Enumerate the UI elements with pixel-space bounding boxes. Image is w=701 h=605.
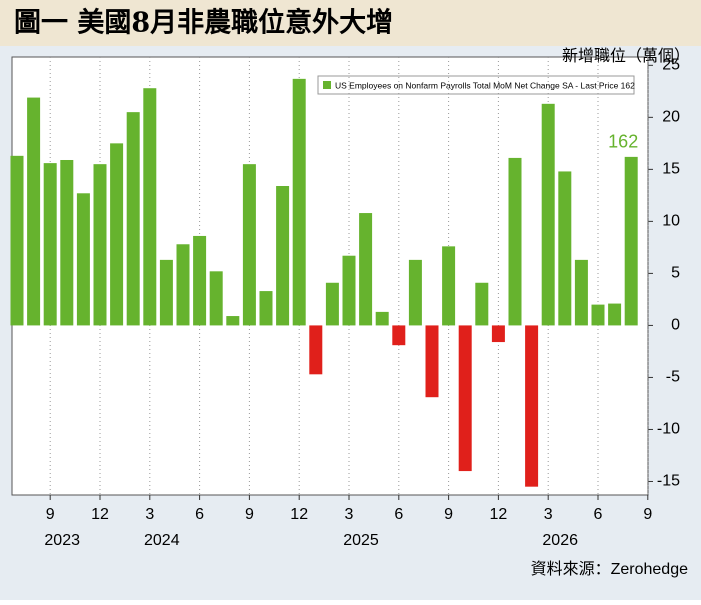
legend-swatch xyxy=(323,81,331,89)
x-tick-label: 9 xyxy=(643,506,652,523)
bar xyxy=(591,304,605,326)
bar xyxy=(292,78,306,326)
bar xyxy=(209,271,223,326)
legend xyxy=(317,75,635,95)
bar xyxy=(76,193,90,326)
bar xyxy=(27,97,41,326)
title-band xyxy=(0,0,701,46)
y-tick-label: -15 xyxy=(657,473,680,490)
bar xyxy=(359,213,373,326)
year-label: 2024 xyxy=(144,532,180,549)
x-tick-label: 6 xyxy=(394,506,403,523)
x-tick-label: 3 xyxy=(345,506,354,523)
y-axis-label: 新增職位（萬個） xyxy=(562,47,690,65)
bar xyxy=(110,143,124,326)
x-tick-label: 9 xyxy=(46,506,55,523)
legend-label: US Employees on Nonfarm Payrolls Total M… xyxy=(335,80,635,90)
y-tick-label: 5 xyxy=(671,265,680,282)
year-label: 2023 xyxy=(44,532,80,549)
bar xyxy=(193,235,207,326)
bar xyxy=(143,88,157,326)
bar xyxy=(541,103,555,326)
value-label: 162 xyxy=(608,132,638,152)
bar xyxy=(392,325,406,346)
bar xyxy=(126,112,140,326)
chart-title: 圖一 美國8月非農職位意外大增 xyxy=(14,7,393,39)
x-tick-label: 6 xyxy=(594,506,603,523)
y-tick-label: -10 xyxy=(657,421,680,438)
x-tick-label: 6 xyxy=(195,506,204,523)
y-tick-label: 15 xyxy=(662,161,680,178)
year-label: 2026 xyxy=(542,532,578,549)
x-tick-label: 12 xyxy=(290,506,308,523)
bar xyxy=(558,171,572,326)
x-tick-label: 9 xyxy=(444,506,453,523)
bar xyxy=(159,259,173,326)
bar xyxy=(93,164,107,326)
x-tick-label: 12 xyxy=(91,506,109,523)
bar xyxy=(10,155,24,326)
y-tick-label: -5 xyxy=(666,369,680,386)
bar xyxy=(226,316,240,326)
bar xyxy=(60,159,74,326)
x-tick-label: 9 xyxy=(245,506,254,523)
bar xyxy=(608,303,622,326)
bar xyxy=(242,164,256,326)
bar xyxy=(442,246,456,326)
bar xyxy=(176,244,190,326)
x-tick-label: 12 xyxy=(490,506,508,523)
bar xyxy=(574,259,588,326)
y-tick-label: 20 xyxy=(662,109,680,126)
x-tick-label: 3 xyxy=(145,506,154,523)
bar xyxy=(458,325,472,472)
bar xyxy=(491,325,505,343)
bar xyxy=(43,163,57,326)
y-tick-label: 10 xyxy=(662,213,680,230)
bar xyxy=(525,325,539,487)
bar xyxy=(276,186,290,326)
bar xyxy=(475,282,489,326)
y-tick-label: 25 xyxy=(662,57,680,74)
bar xyxy=(425,325,439,398)
bar xyxy=(309,325,323,375)
bar xyxy=(342,255,356,326)
bar xyxy=(375,311,389,326)
year-label: 2025 xyxy=(343,532,379,549)
bar xyxy=(408,259,422,326)
bar xyxy=(508,157,522,326)
source: 資料來源：Zerohedge xyxy=(531,560,688,578)
bar xyxy=(624,156,638,326)
x-tick-label: 3 xyxy=(544,506,553,523)
bar xyxy=(325,282,339,326)
bar xyxy=(259,291,273,326)
y-tick-label: 0 xyxy=(671,317,680,334)
